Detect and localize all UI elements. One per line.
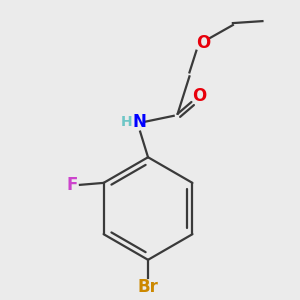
Text: Br: Br bbox=[138, 278, 158, 296]
Text: F: F bbox=[66, 176, 78, 194]
Text: O: O bbox=[192, 87, 206, 105]
Text: O: O bbox=[196, 34, 210, 52]
Text: N: N bbox=[132, 113, 146, 131]
Text: H: H bbox=[121, 115, 132, 129]
